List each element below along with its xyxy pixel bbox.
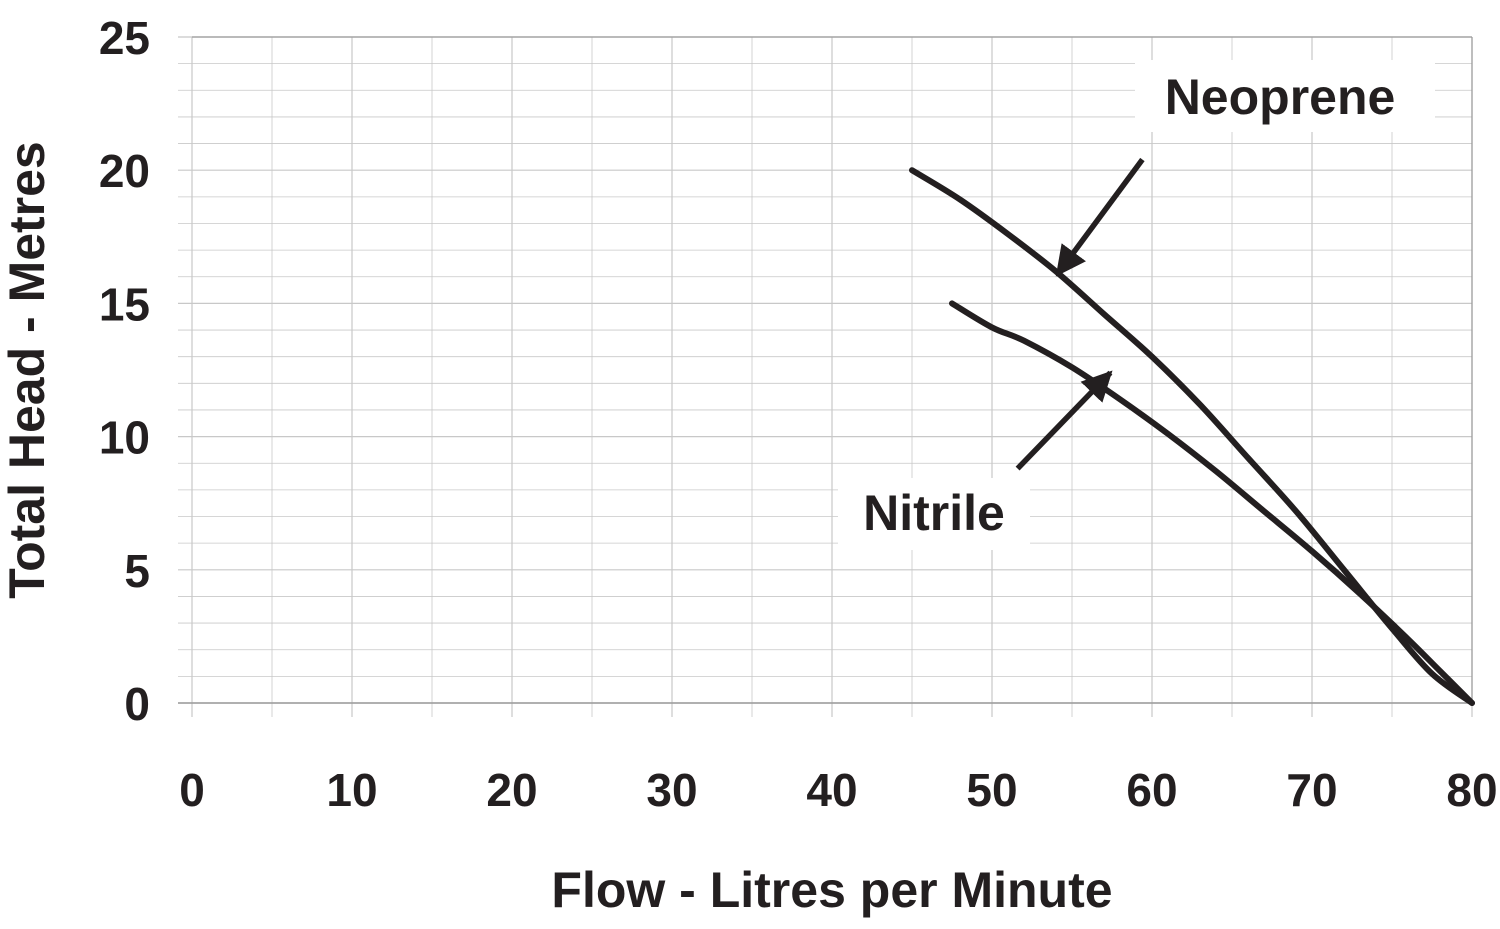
series-layer [909, 167, 1475, 706]
annotation-label-nitrile: Nitrile [863, 485, 1005, 541]
x-tick-label: 0 [179, 764, 205, 816]
series-line-nitrile [949, 300, 1475, 706]
annotation-background [1135, 60, 1435, 132]
x-tick-label: 50 [966, 764, 1017, 816]
y-tick-label: 10 [99, 412, 150, 464]
annotation-arrow-nitrile [1015, 370, 1113, 471]
y-tick-label: 15 [99, 278, 150, 330]
y-tick-label: 0 [124, 678, 150, 730]
x-tick-label: 10 [326, 764, 377, 816]
x-tick-label: 70 [1286, 764, 1337, 816]
x-tick-label: 20 [486, 764, 537, 816]
y-tick-label: 5 [124, 545, 150, 597]
x-tick-label: 40 [806, 764, 857, 816]
annotations-layer: Neoprene Nitrile [838, 60, 1435, 550]
annotation-label-neoprene: Neoprene [1165, 69, 1396, 125]
y-axis-ticks: 0 5 10 15 20 25 [99, 12, 150, 730]
grid [178, 36, 1473, 717]
y-axis-title: Total Head - Metres [0, 141, 55, 599]
x-tick-label: 80 [1446, 764, 1497, 816]
annotation-background [838, 478, 1030, 550]
x-tick-label: 30 [646, 764, 697, 816]
y-tick-label: 25 [99, 12, 150, 64]
x-axis-title: Flow - Litres per Minute [551, 862, 1112, 918]
axes [178, 36, 1473, 704]
series-line-neoprene [909, 167, 1475, 706]
x-axis-ticks: 0 10 20 30 40 50 60 70 80 [179, 764, 1497, 816]
x-tick-label: 60 [1126, 764, 1177, 816]
y-tick-label: 20 [99, 145, 150, 197]
annotation-arrow-neoprene [1055, 157, 1145, 277]
